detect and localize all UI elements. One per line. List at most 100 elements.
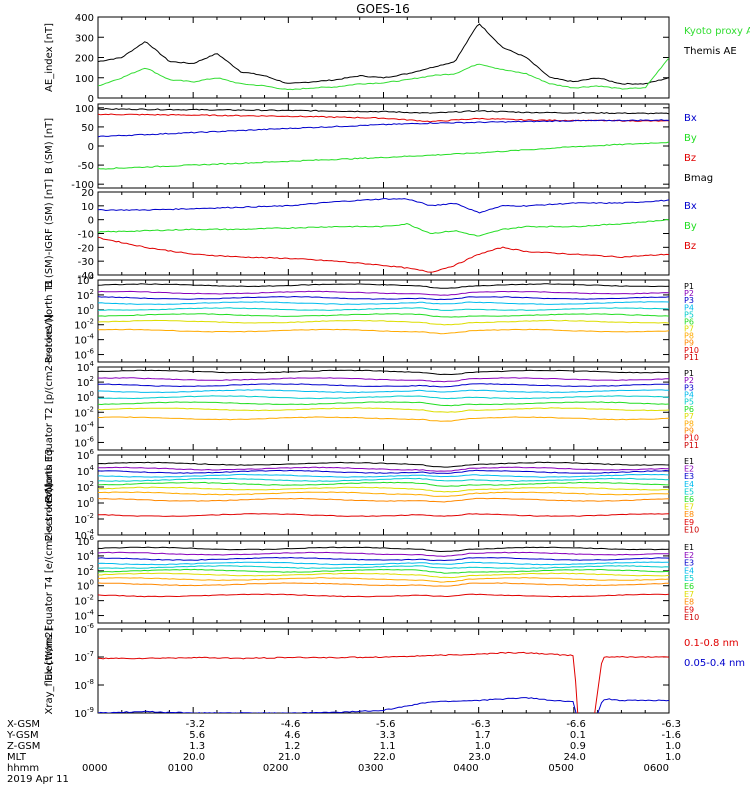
y-tick-base: 10 <box>74 612 87 623</box>
y-tick-label: 104 <box>77 464 95 478</box>
legend-entry: E7 <box>684 590 694 599</box>
footer-cell: 1.0 <box>475 741 491 752</box>
legend-entry: E3 <box>684 472 694 481</box>
legend-entry: Bx <box>684 201 697 212</box>
y-tick-base: 10 <box>74 423 87 434</box>
channel-line-3 <box>98 295 669 301</box>
footer-row-label: Y-GSM <box>6 730 39 741</box>
y-tick-base: 10 <box>77 537 90 548</box>
y-tick-label: 10-9 <box>74 706 94 720</box>
footer-cell: 0500 <box>548 763 573 774</box>
y-tick-base: 10 <box>77 451 90 462</box>
channel-line-4 <box>98 301 669 305</box>
y-tick-exponent: -4 <box>87 333 95 341</box>
y-tick-exponent: -2 <box>87 318 94 326</box>
legend-entry: E6 <box>684 495 694 504</box>
channel-line-6 <box>98 401 669 407</box>
channel-line-7 <box>98 319 669 326</box>
legend-entry: P1 <box>684 369 694 378</box>
y-tick-base: 10 <box>77 499 90 510</box>
footer-row-label: 2019 Apr 11 <box>7 774 69 785</box>
y-tick-label: 200 <box>75 54 94 65</box>
footer-cell: 0300 <box>358 763 383 774</box>
footer-cell: 0200 <box>263 763 288 774</box>
legend-entry: P11 <box>684 353 699 362</box>
data-group <box>98 107 669 170</box>
y-tick-exponent: -4 <box>87 609 95 617</box>
panel-frame <box>97 454 670 536</box>
y-tick-base: 10 <box>74 597 87 608</box>
y-tick-label: 300 <box>75 33 94 44</box>
y-tick-label: 10-6 <box>74 435 94 449</box>
channel-line-7 <box>98 572 669 579</box>
y-tick-label: 20 <box>81 188 94 199</box>
y-tick-label: 100 <box>75 74 94 85</box>
channel-line-4 <box>98 389 669 394</box>
footer-cell: 1.0 <box>665 741 681 752</box>
footer-cell: 0600 <box>644 763 669 774</box>
y-tick-label: 10-4 <box>74 420 94 434</box>
y-tick-label: 100 <box>77 496 94 510</box>
y-tick-exponent: 2 <box>90 375 94 383</box>
y-tick-label: 10-4 <box>74 609 94 623</box>
y-tick-base: 10 <box>74 531 87 542</box>
legend-entry: P10 <box>684 346 699 355</box>
channel-line-2 <box>98 551 669 557</box>
legend-entry: Bz <box>684 153 696 164</box>
series-line-0-1-0-8-nm <box>98 651 669 713</box>
y-tick-exponent: 0 <box>90 390 94 398</box>
legend-entry: E8 <box>684 598 694 607</box>
legend-entry: E1 <box>684 457 694 466</box>
series-line-themis-ae <box>98 23 669 85</box>
y-tick-base: 10 <box>77 393 90 404</box>
channel-line-2 <box>98 377 669 383</box>
y-tick-exponent: -2 <box>87 512 94 520</box>
footer-cell: -6.3 <box>471 719 491 730</box>
legend-entry: P4 <box>684 391 694 400</box>
legend-entry: P2 <box>684 376 694 385</box>
y-tick-exponent: 0 <box>90 496 94 504</box>
data-group <box>98 369 669 422</box>
y-tick-exponent: 6 <box>90 448 95 456</box>
channel-line-9 <box>98 582 669 587</box>
footer-cell: 0400 <box>453 763 478 774</box>
channel-line-8 <box>98 577 669 583</box>
channel-line-7 <box>98 407 669 413</box>
y-tick-exponent: -9 <box>87 706 94 714</box>
legend-entry: P11 <box>684 441 699 450</box>
footer-row-label: X-GSM <box>7 719 40 730</box>
legend-entry: P9 <box>684 426 694 435</box>
footer-cell: 22.0 <box>373 752 395 763</box>
legend-entry: P6 <box>684 317 694 326</box>
plot-title: GOES-16 <box>356 2 410 16</box>
footer-cell: 5.6 <box>189 730 205 741</box>
y-tick-label: 400 <box>75 13 94 24</box>
y-tick-exponent: 4 <box>90 464 95 472</box>
legend-entry: P4 <box>684 303 694 312</box>
channel-line-1 <box>98 546 669 553</box>
y-tick-label: 10-2 <box>74 318 94 332</box>
y-tick-exponent: 4 <box>90 360 95 368</box>
panel-frame <box>97 16 670 99</box>
legend-entry: By <box>684 221 697 232</box>
legend-entry: 0.1-0.8 nm <box>684 638 739 649</box>
y-tick-exponent: -6 <box>87 435 95 443</box>
data-group <box>98 198 669 273</box>
legend-entry: P2 <box>684 289 694 298</box>
y-tick-base: 10 <box>77 291 90 302</box>
footer-cell: 1.2 <box>284 741 300 752</box>
series-line-bx <box>98 198 669 214</box>
y-tick-label: 10-6 <box>74 622 94 636</box>
y-tick-label: 10-7 <box>74 650 94 664</box>
y-tick-base: 10 <box>77 306 90 317</box>
y-tick-base: 10 <box>74 336 87 347</box>
channel-line-9 <box>98 497 669 503</box>
legend-entry: By <box>684 133 697 144</box>
y-tick-base: 10 <box>74 321 87 332</box>
legend-entry: E1 <box>684 543 694 552</box>
legend-entry: E9 <box>684 605 694 614</box>
y-tick-label: 10-4 <box>74 528 94 542</box>
